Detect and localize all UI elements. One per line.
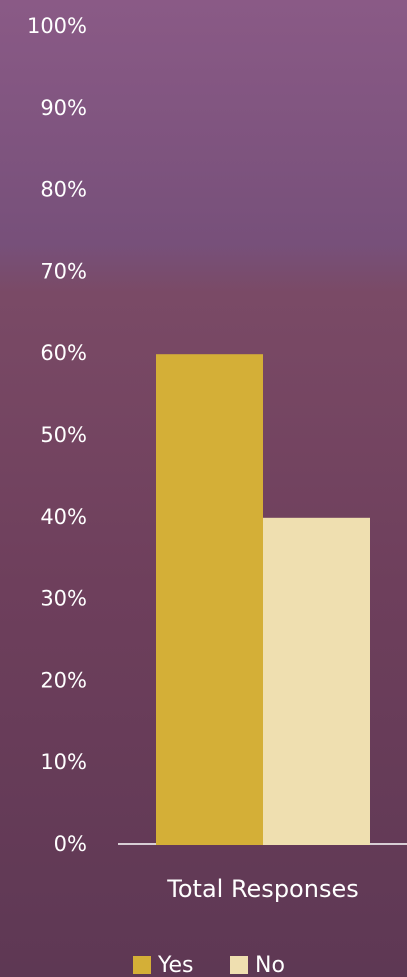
legend-label: Yes xyxy=(157,953,194,977)
y-tick-label: 50% xyxy=(40,423,87,447)
legend-label: No xyxy=(255,953,285,977)
chart: 0% 10% 20% 30% 40% 50% 60% 70% 80% 90% 100% Total R… xyxy=(0,0,407,977)
y-tick-label: 60% xyxy=(40,341,87,365)
y-tick-label: 70% xyxy=(40,259,87,283)
bar xyxy=(263,518,370,845)
y-tick-label: 90% xyxy=(40,96,87,120)
y-tick-label: 10% xyxy=(40,750,87,774)
legend-swatch xyxy=(230,956,248,974)
bar xyxy=(156,354,263,845)
y-tick-label: 100% xyxy=(27,14,87,38)
x-tick-label: Total Responses xyxy=(166,875,358,903)
y-tick-label: 30% xyxy=(40,587,87,611)
y-tick-label: 0% xyxy=(54,832,87,856)
y-tick-label: 40% xyxy=(40,505,87,529)
page: {"chart_data": {"type": "bar", "categori… xyxy=(0,0,407,977)
legend-swatch xyxy=(133,956,151,974)
y-tick-label: 20% xyxy=(40,668,87,692)
y-tick-label: 80% xyxy=(40,178,87,202)
